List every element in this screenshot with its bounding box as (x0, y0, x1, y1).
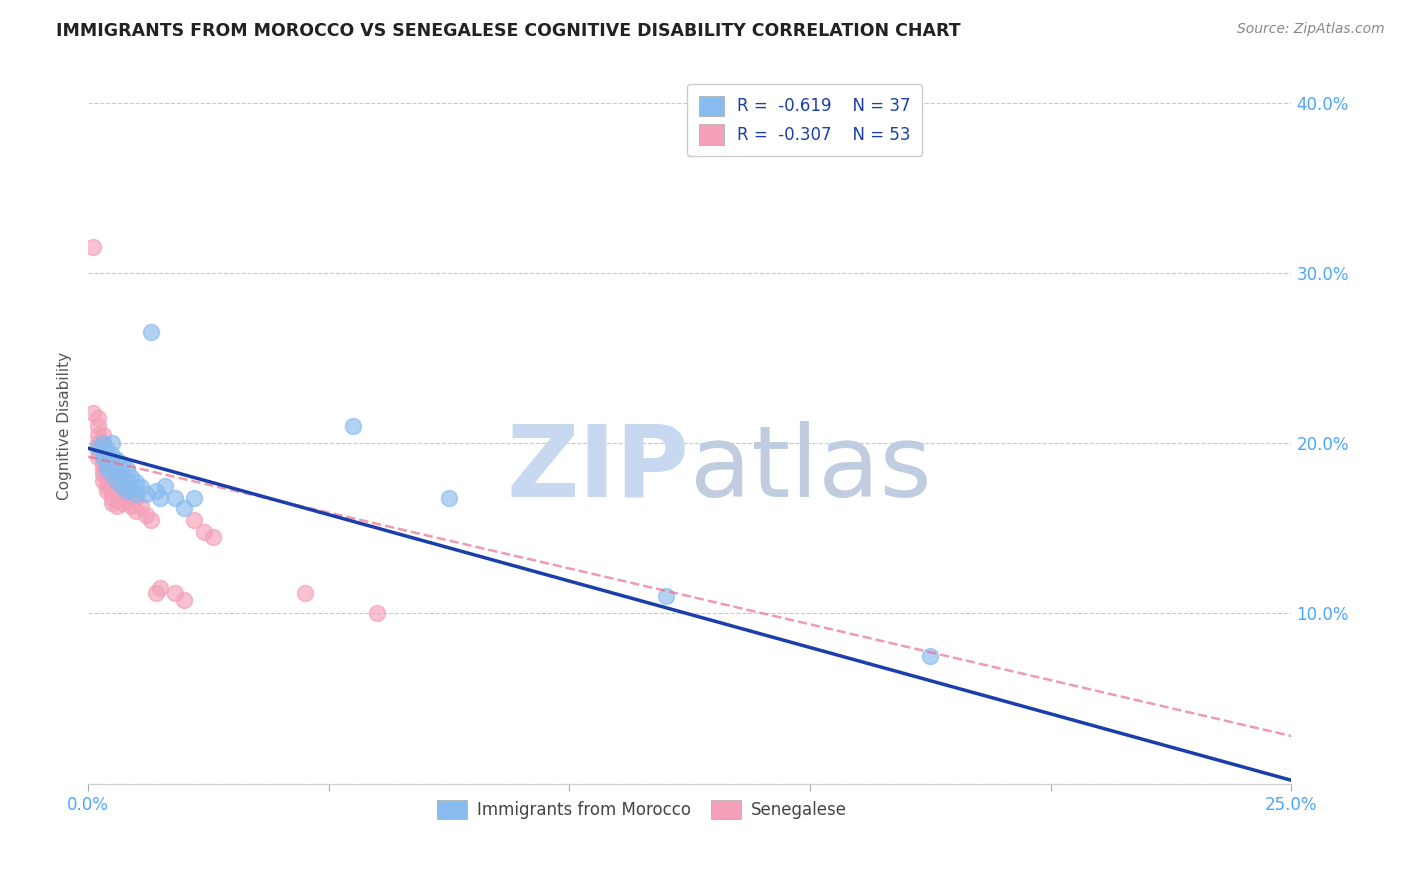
Point (91, 436, 114, 450)
Point (149, 581, 172, 595)
Point (153, 479, 176, 493)
Point (920, 648, 942, 663)
Point (129, 480, 152, 494)
Point (145, 483, 167, 498)
Point (173, 500, 195, 515)
Point (96, 467, 118, 481)
Point (111, 496, 134, 510)
Text: IMMIGRANTS FROM MOROCCO VS SENEGALESE COGNITIVE DISABILITY CORRELATION CHART: IMMIGRANTS FROM MOROCCO VS SENEGALESE CO… (56, 22, 960, 40)
Point (105, 461, 128, 475)
Point (91, 444, 114, 458)
Point (105, 474, 128, 488)
Point (125, 491, 148, 505)
Text: atlas: atlas (690, 420, 931, 517)
Legend: Immigrants from Morocco, Senegalese: Immigrants from Morocco, Senegalese (430, 793, 853, 825)
Point (87, 442, 110, 457)
Point (121, 487, 143, 501)
Point (139, 513, 162, 527)
Point (91, 427, 114, 442)
Text: Source: ZipAtlas.com: Source: ZipAtlas.com (1237, 22, 1385, 37)
Point (366, 607, 388, 621)
Point (163, 491, 186, 505)
Point (101, 448, 124, 462)
Point (105, 483, 128, 498)
Point (91, 467, 114, 481)
Point (96, 453, 118, 467)
Point (135, 508, 157, 522)
Point (121, 499, 143, 513)
Point (101, 461, 124, 475)
Point (125, 504, 148, 518)
Point (87, 436, 110, 450)
Point (105, 474, 128, 488)
Point (101, 457, 124, 471)
Point (91, 457, 114, 471)
Point (91, 450, 114, 464)
Point (163, 586, 186, 600)
Point (111, 487, 134, 501)
Point (115, 474, 138, 488)
Point (96, 461, 118, 475)
Point (121, 470, 143, 484)
Point (96, 479, 118, 493)
Point (91, 461, 114, 475)
Point (87, 427, 110, 442)
Point (101, 496, 124, 510)
Point (105, 499, 128, 513)
Point (87, 440, 110, 454)
Point (121, 482, 143, 496)
Point (437, 491, 460, 505)
Point (125, 475, 148, 490)
Point (342, 419, 364, 434)
Point (115, 494, 138, 508)
Point (96, 461, 118, 475)
Point (91, 442, 114, 457)
Point (145, 586, 167, 600)
Point (111, 479, 134, 493)
Point (96, 474, 118, 488)
Point (101, 467, 124, 481)
Point (82, 405, 104, 419)
Point (135, 487, 157, 501)
Point (101, 479, 124, 493)
Point (96, 483, 118, 498)
Point (101, 483, 124, 498)
Point (125, 487, 148, 501)
Point (87, 450, 110, 464)
Point (101, 470, 124, 484)
Point (111, 467, 134, 481)
Point (105, 453, 128, 467)
Point (111, 479, 134, 493)
Text: ZIP: ZIP (508, 420, 690, 517)
Point (96, 457, 118, 471)
Point (96, 442, 118, 457)
Point (115, 483, 138, 498)
Point (193, 524, 215, 539)
Point (111, 457, 134, 471)
Point (82, 240, 104, 254)
Point (654, 590, 676, 604)
Point (101, 436, 124, 450)
Point (129, 499, 152, 513)
Point (91, 474, 114, 488)
Point (173, 592, 195, 607)
Point (149, 491, 172, 505)
Point (183, 513, 205, 527)
Point (91, 436, 114, 450)
Point (183, 491, 205, 505)
Point (115, 483, 138, 498)
Point (101, 491, 124, 505)
Point (202, 530, 225, 544)
Point (105, 491, 128, 505)
Point (91, 450, 114, 464)
Point (294, 586, 316, 600)
Point (139, 326, 162, 340)
Point (87, 419, 110, 434)
Point (87, 410, 110, 425)
Y-axis label: Cognitive Disability: Cognitive Disability (58, 352, 72, 500)
Point (115, 461, 138, 475)
